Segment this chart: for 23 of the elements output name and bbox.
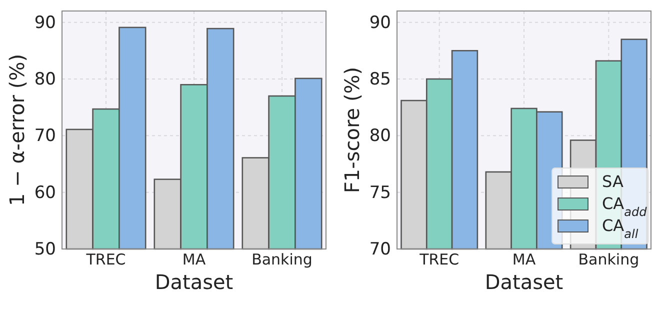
x-tick-label: Banking <box>578 250 640 269</box>
y-axis-title: 1 − α-error (%) <box>5 54 29 206</box>
y-tick-label: 60 <box>34 182 56 203</box>
y-tick-label: 85 <box>369 69 391 90</box>
x-tick-label: MA <box>182 250 206 269</box>
legend-label: CA$_{all}$ <box>602 216 639 241</box>
y-tick-label: 75 <box>369 182 391 203</box>
y-tick-label: 70 <box>369 239 391 260</box>
y-tick-label: 70 <box>34 126 56 146</box>
x-tick-label: MA <box>512 250 536 269</box>
x-tick-label: TREC <box>418 250 460 269</box>
x-axis-title: Dataset <box>484 270 564 294</box>
y-tick-label: 80 <box>34 69 56 90</box>
y-tick-label: 90 <box>369 12 391 33</box>
x-axis-title: Dataset <box>154 270 234 294</box>
legend-label: CA$_{add}$ <box>602 194 648 219</box>
y-tick-label: 80 <box>369 126 391 146</box>
y-axis-title: F1-score (%) <box>340 66 364 194</box>
x-tick-label: Banking <box>252 250 312 269</box>
y-tick-label: 50 <box>34 239 56 260</box>
legend-label: SA <box>602 172 624 191</box>
y-tick-label: 90 <box>34 12 56 33</box>
x-tick-label: TREC <box>85 250 126 269</box>
